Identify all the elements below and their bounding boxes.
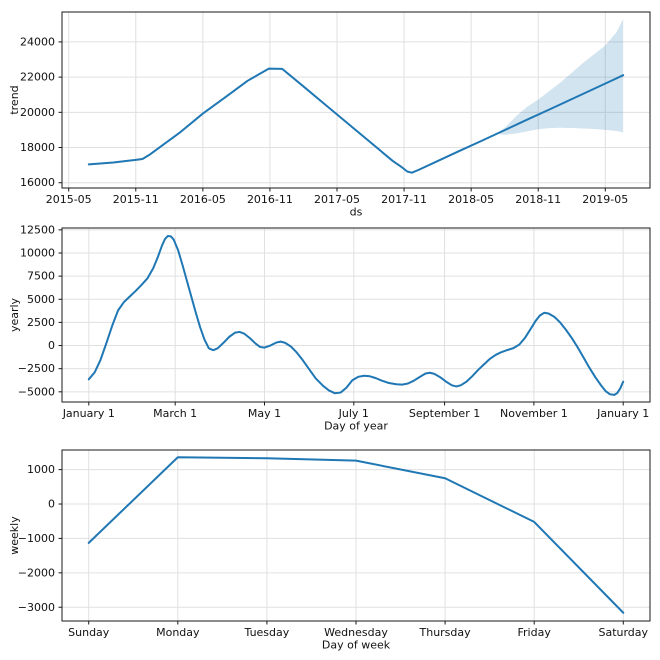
weekly-y-tick-label: −3000 (18, 601, 55, 614)
weekly-x-tick-label: Saturday (598, 626, 648, 639)
yearly-y-tick-label: 12500 (20, 223, 55, 236)
trend-y-tick-label: 24000 (20, 35, 55, 48)
yearly-subplot: January 1 March 1 May 1 July 1 September 1 No… (8, 223, 651, 433)
trend-y-tick-label: 22000 (20, 71, 55, 84)
weekly-line (87, 456, 625, 614)
trend-uncertainty-band (496, 19, 624, 135)
trend-x-tick-label: 2016-11 (247, 193, 293, 206)
weekly-subplot: Sunday Monday Tuesday Wednesday Thursday Frid… (8, 449, 651, 652)
weekly-x-tick-label: Friday (518, 626, 552, 639)
yearly-x-tick-label: July 1 (338, 407, 369, 420)
trend-y-tick-label: 20000 (20, 106, 55, 119)
yearly-axes-frame (61, 227, 651, 403)
trend-x-tick-label: 2018-05 (448, 193, 494, 206)
yearly-y-tick-label: 7500 (27, 270, 55, 283)
yearly-line (87, 234, 625, 396)
trend-x-tick-label: 2015-05 (46, 193, 92, 206)
yearly-x-tick-label: March 1 (153, 407, 197, 420)
yearly-x-tick-label: November 1 (500, 407, 568, 420)
yearly-y-tick-label: −5000 (18, 385, 55, 398)
trend-subplot: 2015-05 2015-11 2016-05 2016-11 2017-05 2017-… (8, 11, 651, 219)
trend-x-axis-label: ds (350, 206, 363, 219)
weekly-y-tick-label: 1000 (27, 463, 55, 476)
weekly-x-tick-label: Thursday (419, 626, 472, 639)
trend-x-tick-label: 2017-05 (314, 193, 360, 206)
trend-y-tick-label: 18000 (20, 141, 55, 154)
weekly-x-axis-label: Day of week (322, 639, 391, 652)
yearly-x-tick-label: January 1 (596, 407, 649, 420)
weekly-y-axis-label: weekly (8, 516, 21, 555)
weekly-x-tick-label: Sunday (68, 626, 110, 639)
yearly-x-tick-label: September 1 (409, 407, 480, 420)
weekly-x-tick-label: Monday (156, 626, 200, 639)
trend-y-tick-label: 16000 (20, 176, 55, 189)
trend-x-tick-label: 2015-11 (113, 193, 159, 206)
trend-x-tick-label: 2017-11 (381, 193, 427, 206)
yearly-x-tick-label: January 1 (62, 407, 115, 420)
trend-x-tick-label: 2019-05 (582, 193, 628, 206)
weekly-y-tick-label: −1000 (18, 532, 55, 545)
trend-y-axis-label: trend (8, 85, 21, 114)
trend-x-tick-label: 2016-05 (180, 193, 226, 206)
weekly-x-tick-label: Wednesday (324, 626, 388, 639)
weekly-y-tick-label: 0 (48, 498, 55, 511)
yearly-x-tick-label: May 1 (248, 407, 281, 420)
trend-x-tick-label: 2018-11 (515, 193, 561, 206)
yearly-y-tick-label: 10000 (20, 247, 55, 260)
yearly-y-axis-label: yearly (8, 297, 21, 332)
yearly-y-tick-label: 0 (48, 339, 55, 352)
yearly-y-tick-label: 2500 (27, 316, 55, 329)
yearly-x-axis-label: Day of year (324, 420, 388, 433)
yearly-y-tick-label: 5000 (27, 293, 55, 306)
yearly-y-tick-label: −2500 (18, 362, 55, 375)
trend-line (87, 67, 625, 174)
weekly-x-tick-label: Tuesday (244, 626, 290, 639)
trend-axes-frame (61, 11, 651, 189)
weekly-y-tick-label: −2000 (18, 566, 55, 579)
